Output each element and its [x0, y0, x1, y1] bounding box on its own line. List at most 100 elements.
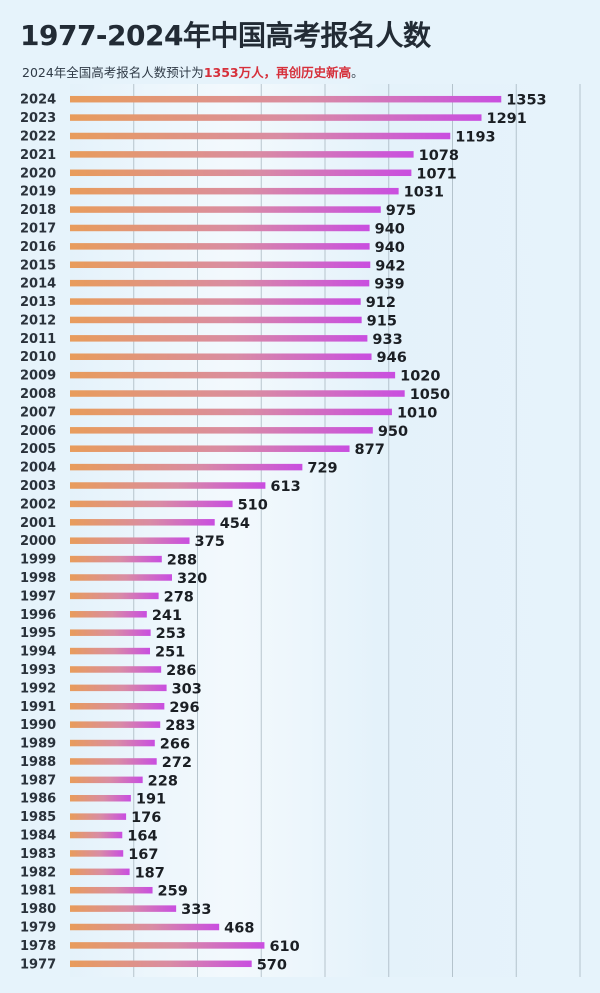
year-label: 1990	[20, 718, 56, 733]
value-label: 1071	[416, 166, 456, 182]
value-label: 877	[355, 442, 385, 458]
year-label: 2000	[20, 534, 56, 549]
year-label: 2017	[20, 221, 56, 236]
bar	[70, 574, 172, 581]
bar	[70, 813, 127, 820]
value-label: 191	[136, 792, 166, 808]
value-label: 303	[172, 681, 202, 697]
year-label: 2024	[20, 93, 56, 108]
year-label: 2021	[20, 148, 56, 163]
value-label: 946	[377, 350, 407, 366]
bar	[70, 279, 370, 287]
year-label: 2020	[20, 166, 56, 181]
value-label: 259	[158, 884, 188, 900]
bar	[70, 850, 124, 857]
value-label: 610	[269, 939, 299, 955]
value-label: 933	[372, 332, 402, 348]
bar	[70, 371, 396, 379]
value-label: 241	[152, 608, 182, 624]
bar	[70, 703, 165, 710]
year-label: 1995	[20, 626, 56, 641]
value-label: 570	[257, 957, 287, 973]
year-label: 2011	[20, 332, 56, 347]
bar	[70, 666, 162, 673]
year-label: 1982	[20, 865, 56, 880]
bar	[70, 151, 414, 158]
value-label: 468	[224, 921, 254, 937]
year-label: 2008	[20, 387, 56, 402]
bar	[70, 868, 130, 876]
year-label: 1993	[20, 663, 56, 678]
bar	[70, 316, 362, 324]
subtitle-suffix: 。	[351, 65, 364, 80]
year-label: 2015	[20, 258, 56, 273]
bar	[70, 335, 368, 342]
year-label: 2009	[20, 369, 56, 384]
value-label: 296	[169, 700, 199, 716]
year-label: 1984	[20, 829, 56, 844]
chart-subtitle: 2024年全国高考报名人数预计为1353万人，再创历史新高。	[22, 62, 364, 81]
bar	[70, 500, 233, 508]
bar	[70, 886, 153, 894]
year-label: 2014	[20, 277, 56, 292]
value-label: 228	[148, 773, 178, 789]
year-label: 1977	[20, 957, 56, 972]
value-label: 915	[367, 313, 397, 329]
bar	[70, 905, 177, 912]
year-label: 2022	[20, 129, 56, 144]
year-label: 1981	[20, 884, 56, 899]
year-label: 1997	[20, 589, 56, 604]
year-label: 1978	[20, 939, 56, 954]
value-label: 272	[162, 755, 192, 771]
value-label: 164	[127, 829, 157, 845]
year-label: 1983	[20, 847, 56, 862]
value-label: 940	[375, 240, 405, 256]
year-label: 2007	[20, 405, 56, 420]
bar	[70, 463, 303, 471]
year-label: 1989	[20, 737, 56, 752]
value-label: 1291	[487, 111, 527, 127]
value-label: 187	[135, 865, 165, 881]
bar	[70, 206, 381, 213]
value-label: 288	[167, 553, 197, 569]
value-label: 278	[164, 589, 194, 605]
value-label: 283	[165, 718, 195, 734]
value-label: 167	[128, 847, 158, 863]
year-label: 1999	[20, 553, 56, 568]
value-label: 510	[238, 497, 268, 513]
bar	[70, 684, 167, 692]
value-label: 176	[131, 810, 161, 826]
year-label: 1979	[20, 921, 56, 936]
bar	[70, 390, 405, 397]
value-label: 1010	[397, 405, 437, 421]
year-label: 2016	[20, 240, 56, 255]
year-label: 2004	[20, 461, 56, 476]
bar	[70, 960, 252, 968]
bar	[70, 776, 143, 784]
value-label: 1193	[455, 129, 495, 145]
bar	[70, 298, 361, 305]
bar	[70, 923, 220, 931]
value-label: 729	[307, 461, 337, 477]
year-label: 2018	[20, 203, 56, 218]
value-label: 375	[195, 534, 225, 550]
bar	[70, 408, 392, 416]
bar	[70, 942, 265, 949]
year-label: 1980	[20, 902, 56, 917]
year-label: 1986	[20, 792, 56, 807]
year-label: 1987	[20, 773, 56, 788]
bar	[70, 427, 373, 434]
year-label: 2002	[20, 497, 56, 512]
year-label: 2023	[20, 111, 56, 126]
year-label: 2013	[20, 295, 56, 310]
year-label: 2012	[20, 313, 56, 328]
value-label: 286	[166, 663, 196, 679]
value-label: 1050	[410, 387, 450, 403]
bar	[70, 187, 399, 195]
value-label: 454	[220, 516, 250, 532]
bar	[70, 261, 371, 269]
value-label: 912	[366, 295, 396, 311]
year-label: 1996	[20, 608, 56, 623]
year-label: 2006	[20, 424, 56, 439]
bar	[70, 482, 266, 489]
